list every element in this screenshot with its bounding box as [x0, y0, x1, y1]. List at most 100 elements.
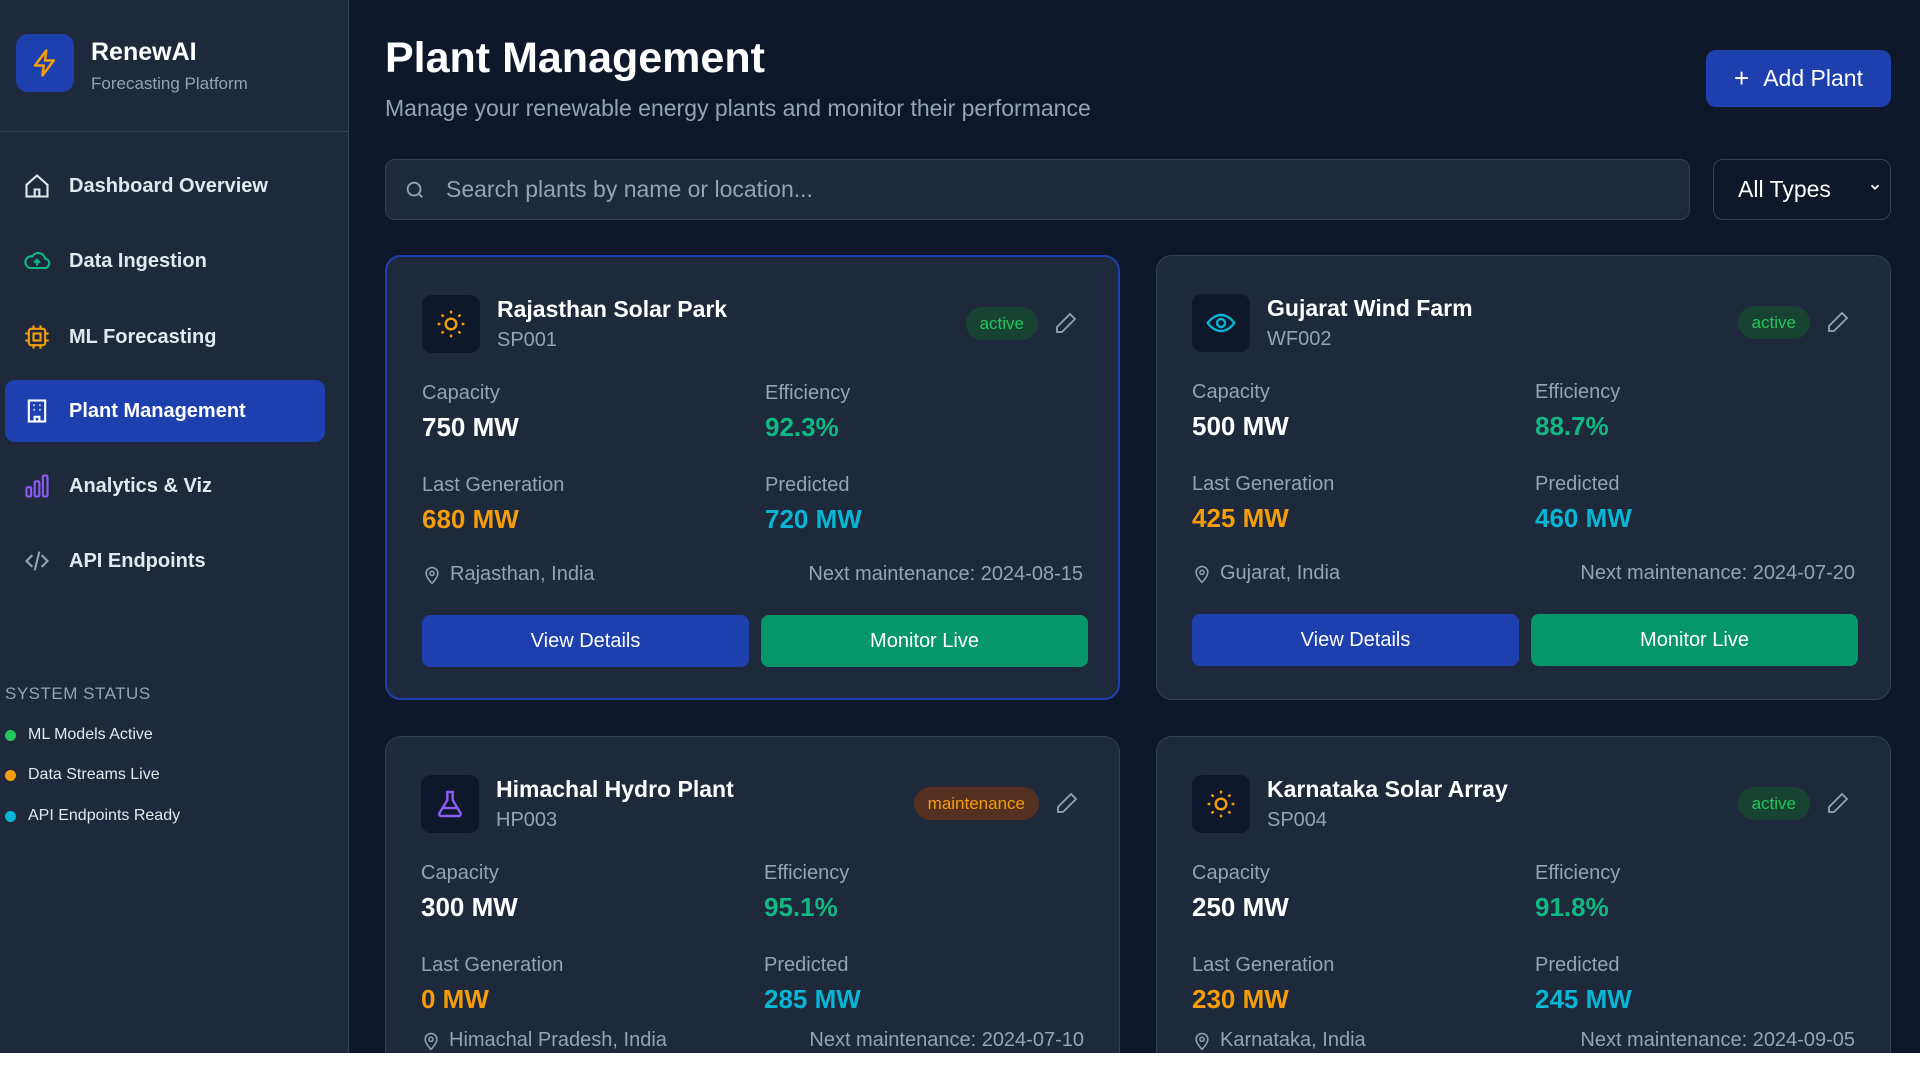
monitor-live-button[interactable]: Monitor Live — [761, 615, 1088, 667]
location-text: Himachal Pradesh, India — [449, 1029, 667, 1051]
plant-name: Gujarat Wind Farm — [1267, 295, 1473, 321]
capacity-value: 750 MW — [422, 412, 519, 442]
status-dot-icon — [5, 769, 16, 781]
last-generation-label: Last Generation — [1192, 473, 1335, 495]
brand-name: RenewAI — [91, 38, 197, 66]
sidebar-item-dashboard-overview[interactable]: Dashboard Overview — [5, 155, 325, 217]
last-generation-value: 0 MW — [421, 984, 489, 1014]
capacity-value: 500 MW — [1192, 411, 1289, 441]
lightning-icon — [16, 34, 74, 92]
pencil-icon[interactable] — [1055, 791, 1079, 815]
page-title: Plant Management — [385, 34, 765, 82]
last-generation-label: Last Generation — [421, 954, 564, 976]
capacity-value: 300 MW — [421, 892, 518, 922]
plant-card[interactable]: Rajasthan Solar Park SP001 active Capaci… — [385, 255, 1120, 700]
capacity-label: Capacity — [1192, 862, 1270, 884]
type-filter-value: All Types — [1738, 176, 1831, 202]
plant-id: WF002 — [1267, 328, 1332, 350]
predicted-label: Predicted — [764, 954, 849, 976]
sidebar-item-api-endpoints[interactable]: API Endpoints — [5, 530, 325, 592]
pencil-icon[interactable] — [1826, 310, 1850, 334]
add-plant-button[interactable]: + Add Plant — [1706, 50, 1891, 107]
plant-id: HP003 — [496, 809, 558, 831]
plant-id: SP004 — [1267, 809, 1328, 831]
view-details-button[interactable]: View Details — [422, 615, 749, 667]
status-badge: active — [1737, 787, 1810, 820]
system-status-heading: SYSTEM STATUS — [5, 684, 151, 703]
status-dot-icon — [5, 810, 16, 822]
plant-name: Rajasthan Solar Park — [497, 296, 728, 322]
cpu-icon — [23, 323, 69, 351]
map-pin-icon — [425, 566, 439, 584]
efficiency-value: 92.3% — [765, 412, 839, 442]
status-label: API Endpoints Ready — [28, 807, 181, 824]
status-badge: active — [965, 307, 1038, 340]
cloud-upload-icon — [23, 247, 69, 275]
location-text: Gujarat, India — [1220, 562, 1341, 584]
app: RenewAI Forecasting Platform Dashboard O… — [0, 0, 1920, 1053]
location: Karnataka, India — [1192, 1029, 1366, 1052]
status-item: ML Models Active — [5, 726, 153, 744]
sidebar-item-label: API Endpoints — [69, 549, 206, 572]
last-generation-value: 680 MW — [422, 504, 519, 534]
sidebar-item-plant-management[interactable]: Plant Management — [5, 380, 325, 442]
bar-chart-icon — [23, 472, 69, 500]
chevron-down-icon — [1870, 184, 1880, 190]
sidebar-item-analytics-viz[interactable]: Analytics & Viz — [5, 455, 325, 517]
capacity-label: Capacity — [421, 862, 499, 884]
efficiency-label: Efficiency — [764, 862, 850, 884]
sidebar-item-ml-forecasting[interactable]: ML Forecasting — [5, 306, 325, 368]
sidebar-item-label: Dashboard Overview — [69, 174, 268, 197]
location: Rajasthan, India — [422, 563, 595, 586]
location-text: Karnataka, India — [1220, 1029, 1366, 1051]
predicted-label: Predicted — [765, 474, 850, 496]
sidebar-item-label: Data Ingestion — [69, 249, 207, 272]
divider — [0, 131, 349, 132]
view-details-button[interactable]: View Details — [1192, 614, 1519, 666]
next-maintenance: Next maintenance: 2024-08-15 — [808, 563, 1083, 585]
status-dot-icon — [5, 729, 16, 741]
pencil-icon[interactable] — [1054, 311, 1078, 335]
last-generation-value: 230 MW — [1192, 984, 1289, 1014]
next-maintenance: Next maintenance: 2024-07-20 — [1580, 562, 1855, 584]
status-item: Data Streams Live — [5, 766, 160, 784]
status-badge: maintenance — [913, 787, 1039, 820]
efficiency-value: 95.1% — [764, 892, 838, 922]
sidebar-item-label: Analytics & Viz — [69, 474, 213, 497]
last-generation-label: Last Generation — [1192, 954, 1335, 976]
sidebar-item-label: ML Forecasting — [69, 325, 217, 348]
map-pin-icon — [1195, 565, 1209, 583]
status-badge: active — [1737, 306, 1810, 339]
sun-icon — [422, 295, 480, 353]
predicted-value: 245 MW — [1535, 984, 1632, 1014]
page-subtitle: Manage your renewable energy plants and … — [385, 95, 1091, 121]
efficiency-value: 88.7% — [1535, 411, 1609, 441]
plant-card[interactable]: Karnataka Solar Array SP004 active Capac… — [1156, 736, 1891, 1053]
plant-card[interactable]: Himachal Hydro Plant HP003 maintenance C… — [385, 736, 1120, 1053]
sidebar-item-label: Plant Management — [69, 399, 246, 422]
sidebar-item-data-ingestion[interactable]: Data Ingestion — [5, 230, 325, 292]
search-box[interactable] — [385, 159, 1690, 220]
code-icon — [23, 547, 69, 575]
sidebar: RenewAI Forecasting Platform Dashboard O… — [0, 0, 349, 1053]
monitor-live-button[interactable]: Monitor Live — [1531, 614, 1858, 666]
efficiency-label: Efficiency — [765, 382, 851, 404]
last-generation-value: 425 MW — [1192, 503, 1289, 533]
predicted-value: 720 MW — [765, 504, 862, 534]
status-item: API Endpoints Ready — [5, 807, 180, 825]
type-filter-select[interactable]: All Types — [1713, 159, 1891, 220]
status-label: ML Models Active — [28, 726, 153, 743]
map-pin-icon — [424, 1032, 438, 1050]
next-maintenance: Next maintenance: 2024-07-10 — [809, 1029, 1084, 1051]
efficiency-label: Efficiency — [1535, 862, 1621, 884]
pencil-icon[interactable] — [1826, 791, 1850, 815]
wind-icon — [1192, 294, 1250, 352]
plant-card[interactable]: Gujarat Wind Farm WF002 active Capacity … — [1156, 255, 1891, 700]
location-text: Rajasthan, India — [450, 563, 595, 585]
plant-id: SP001 — [497, 329, 558, 351]
last-generation-label: Last Generation — [422, 474, 565, 496]
search-input[interactable] — [446, 176, 1646, 203]
predicted-label: Predicted — [1535, 954, 1620, 976]
location: Himachal Pradesh, India — [421, 1029, 667, 1052]
capacity-label: Capacity — [1192, 381, 1270, 403]
